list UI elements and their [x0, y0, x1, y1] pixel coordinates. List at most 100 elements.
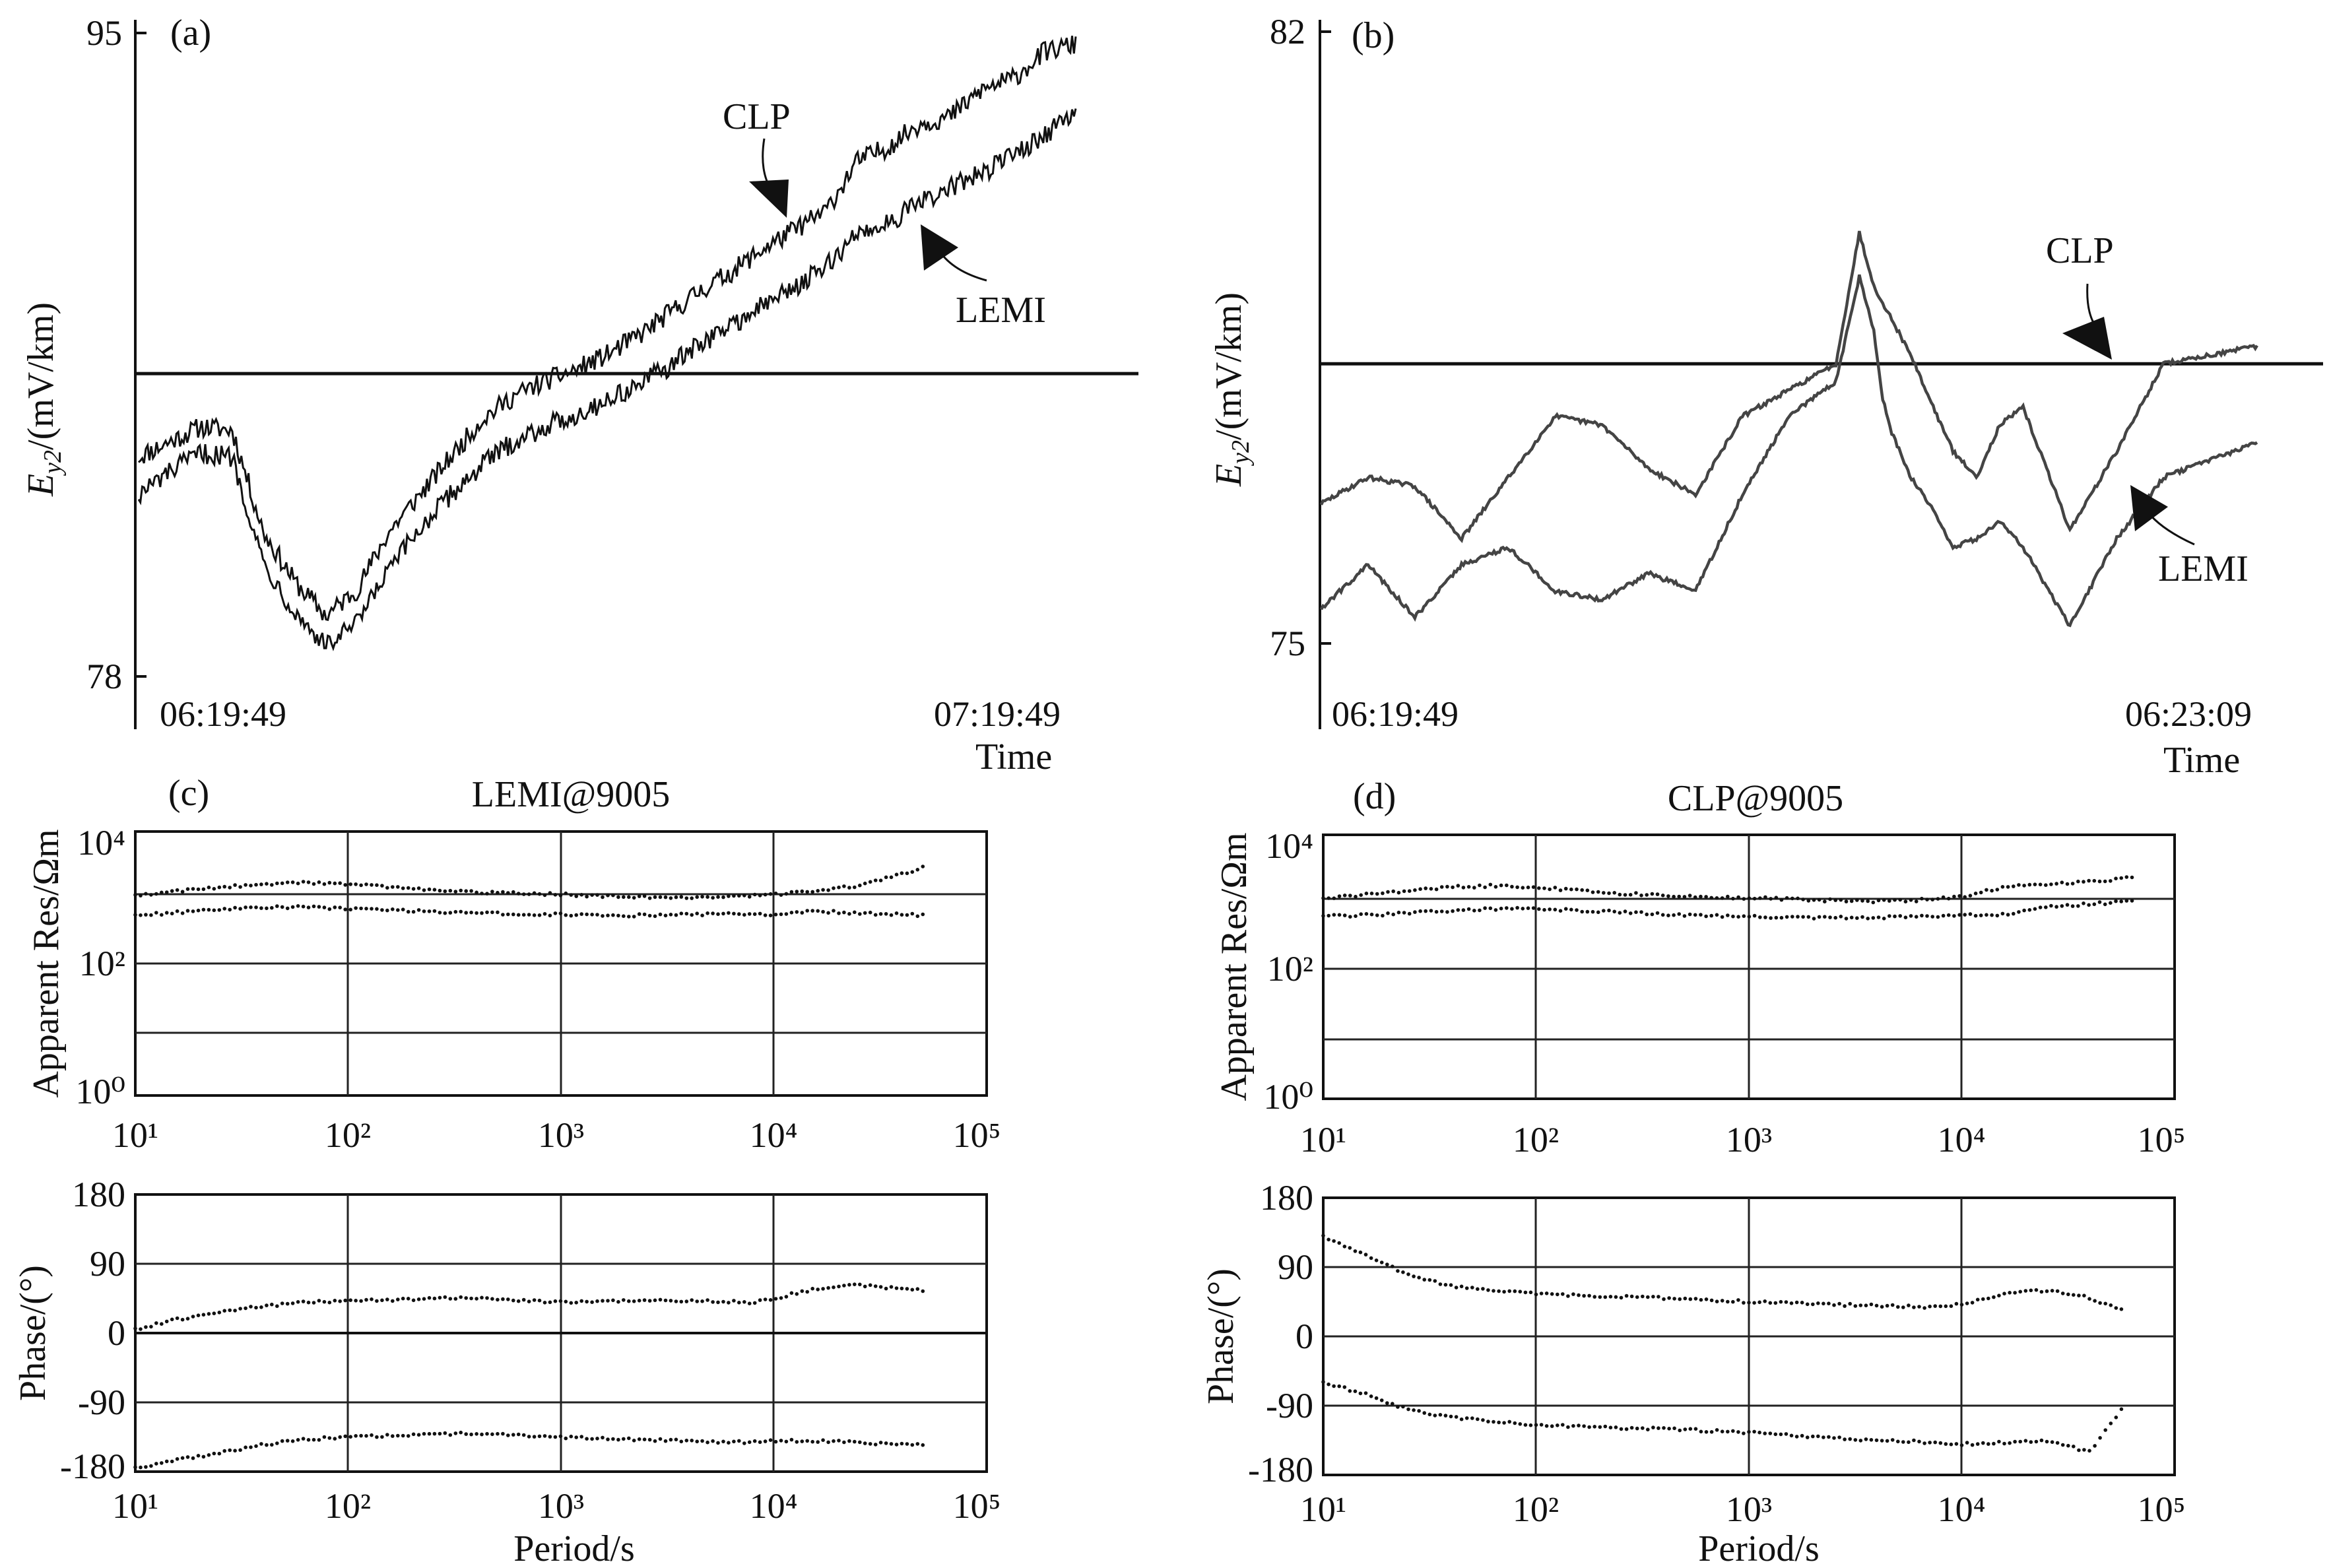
data-point-phi_xy [1757, 1300, 1761, 1305]
data-point-rho_xy [469, 889, 473, 893]
data-point-phi_xy [690, 1298, 694, 1302]
data-point-rho_yx [359, 906, 363, 911]
data-point-rho_yx [1806, 915, 1811, 919]
data-point-rho_yx [2082, 901, 2085, 905]
data-point-rho_yx [475, 911, 478, 915]
data-point-rho_xy [684, 896, 689, 900]
data-point-phi_xy [1747, 1301, 1751, 1305]
data-point-rho_xy [1478, 883, 1482, 888]
data-point-rho_yx [716, 912, 720, 916]
data-point-rho_yx [411, 909, 416, 914]
data-point-phi_yx [647, 1437, 652, 1442]
data-point-phi_xy [1332, 1239, 1336, 1243]
data-point-rho_xy [280, 881, 284, 886]
data-point-phi_xy [732, 1299, 736, 1303]
data-point-rho_yx [884, 912, 888, 916]
panel-d-res-x-tick-5: 10⁵ [2138, 1120, 2186, 1160]
data-point-phi_xy [564, 1299, 568, 1304]
data-point-rho_yx [1747, 915, 1752, 919]
data-point-phi_yx [601, 1435, 605, 1440]
data-point-rho_yx [1946, 913, 1951, 917]
data-point-phi_yx [1986, 1442, 1990, 1446]
data-point-rho_yx [590, 913, 594, 917]
data-point-phi_xy [747, 1301, 752, 1305]
panel-c: (c) LEMI@9005 10⁴ 10² 10⁰ Apparent Res/Ω… [13, 773, 1001, 1568]
data-point-rho_yx [779, 912, 783, 917]
panel-b-arrowhead-lemi [2130, 485, 2168, 531]
data-point-rho_xy [564, 891, 568, 896]
data-point-rho_xy [401, 886, 405, 890]
data-point-phi_yx [501, 1431, 505, 1436]
data-point-phi_xy [810, 1286, 814, 1291]
data-point-phi_yx [290, 1439, 295, 1443]
data-point-rho_xy [1607, 891, 1611, 896]
data-point-rho_yx [1342, 913, 1347, 917]
data-point-rho_xy [1575, 887, 1579, 892]
data-point-rho_xy [1553, 886, 1558, 890]
data-point-phi_xy [312, 1301, 316, 1305]
data-point-rho_xy [2092, 878, 2097, 883]
data-point-rho_xy [422, 888, 426, 892]
data-point-rho_yx [406, 909, 410, 914]
data-point-phi_yx [1853, 1438, 1858, 1442]
data-point-phi_yx [884, 1441, 888, 1445]
data-point-rho_xy [1909, 898, 1913, 902]
data-point-phi_yx [1731, 1429, 1735, 1433]
data-point-rho_xy [569, 893, 574, 897]
data-point-rho_yx [480, 911, 484, 915]
data-point-rho_xy [2033, 882, 2037, 886]
data-point-phi_xy [816, 1288, 820, 1291]
data-point-phi_xy [1539, 1291, 1544, 1295]
data-point-rho_xy [810, 890, 814, 894]
data-point-phi_xy [1518, 1290, 1523, 1293]
data-point-phi_yx [1641, 1426, 1645, 1430]
panel-d-phase-y-tick-0: 0 [1296, 1317, 1313, 1356]
data-point-phi_xy [1742, 1301, 1746, 1305]
data-point-phi_xy [847, 1283, 851, 1287]
data-point-phi_yx [1662, 1426, 1666, 1430]
data-point-phi_yx [878, 1441, 883, 1445]
data-point-phi_yx [1374, 1396, 1379, 1400]
data-point-phi_yx [1608, 1425, 1613, 1429]
data-point-phi_yx [868, 1442, 872, 1446]
data-point-rho_yx [1941, 913, 1946, 918]
data-point-phi_xy [1678, 1297, 1682, 1301]
data-point-phi_yx [396, 1433, 400, 1438]
data-point-phi_xy [1779, 1299, 1783, 1304]
data-point-rho_yx [737, 912, 741, 916]
data-point-rho_xy [2119, 876, 2123, 880]
data-point-rho_xy [2022, 884, 2026, 888]
data-point-rho_yx [1494, 908, 1498, 912]
data-point-phi_yx [180, 1456, 185, 1460]
data-point-rho_xy [616, 895, 620, 899]
data-point-rho_xy [553, 893, 558, 897]
data-point-phi_xy [254, 1305, 258, 1310]
data-point-rho_xy [826, 888, 830, 892]
data-point-rho_yx [727, 911, 731, 915]
data-point-rho_xy [1321, 896, 1325, 900]
data-point-rho_yx [752, 912, 757, 916]
data-point-phi_yx [343, 1434, 347, 1439]
data-point-rho_xy [653, 895, 657, 899]
data-point-rho_xy [1505, 883, 1509, 888]
data-point-rho_yx [1618, 911, 1622, 915]
data-point-rho_xy [1537, 886, 1541, 890]
data-point-phi_yx [1688, 1427, 1693, 1431]
data-point-rho_xy [1623, 893, 1627, 897]
data-point-phi_yx [359, 1433, 363, 1438]
data-point-rho_xy [847, 886, 851, 890]
data-point-phi_xy [569, 1301, 574, 1305]
data-point-phi_yx [1896, 1439, 1900, 1444]
data-point-phi_yx [805, 1439, 809, 1443]
data-point-phi_xy [1502, 1290, 1506, 1294]
data-point-rho_yx [910, 911, 915, 916]
data-point-rho_yx [2006, 913, 2010, 917]
data-point-phi_xy [2098, 1301, 2102, 1305]
data-point-rho_yx [2022, 908, 2026, 913]
data-point-rho_xy [254, 882, 258, 887]
data-point-phi_yx [275, 1441, 279, 1445]
data-point-rho_xy [679, 895, 684, 899]
data-point-rho_xy [2049, 882, 2053, 886]
data-point-phi_xy [684, 1299, 689, 1303]
data-point-rho_yx [1553, 907, 1558, 912]
